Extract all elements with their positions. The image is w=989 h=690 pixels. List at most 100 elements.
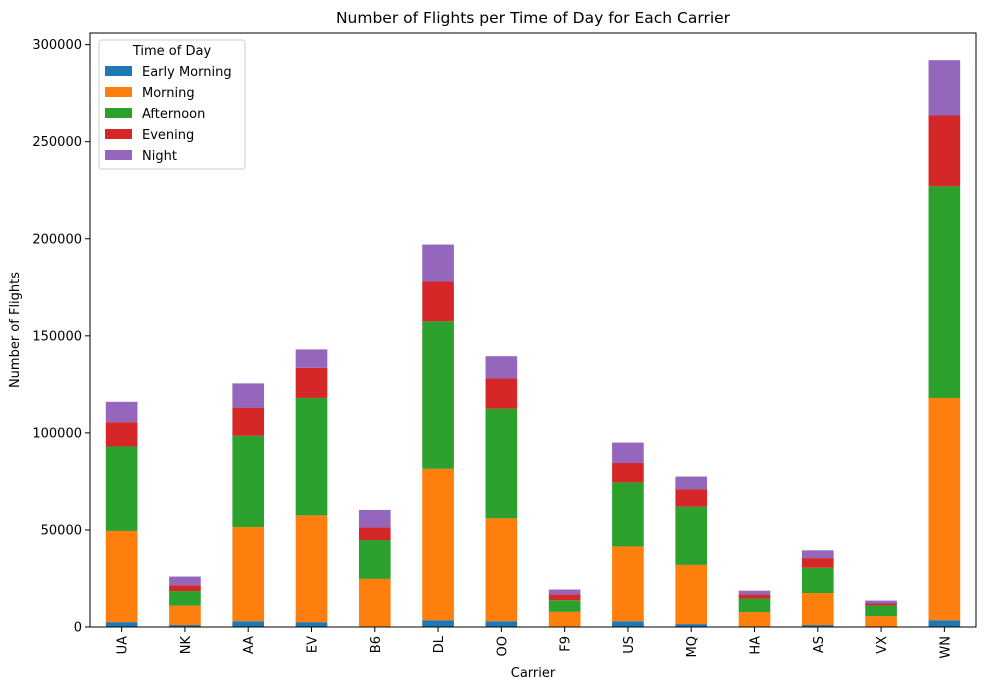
bar-segment-DL-night: [422, 244, 454, 282]
bar-segment-WN-early-morning: [928, 620, 961, 627]
bar-segment-NK-morning: [169, 605, 201, 626]
legend-label-afternoon: Afternoon: [142, 107, 205, 122]
bar-segment-US-afternoon: [612, 482, 644, 547]
bar-segment-UA-afternoon: [105, 446, 138, 531]
bar-segment-DL-morning: [422, 468, 454, 621]
plot-frame: [89, 32, 977, 628]
x-tick-label-AS: AS: [812, 636, 827, 653]
legend-title: Time of Day: [132, 44, 212, 59]
bar-segment-UA-evening: [105, 422, 138, 447]
bar-segment-VX-evening: [865, 603, 897, 606]
bar-segment-HA-night: [738, 590, 771, 595]
bar-segment-UA-morning: [105, 530, 138, 623]
bar-segment-HA-afternoon: [738, 598, 771, 613]
bar-segment-US-early-morning: [612, 621, 644, 627]
bar-segment-OO-morning: [485, 518, 518, 622]
x-tick-label-US: US: [622, 636, 637, 654]
legend-swatch-early-morning: [105, 66, 132, 76]
legend-swatch-evening: [105, 129, 132, 139]
bar-segment-WN-afternoon: [928, 186, 961, 398]
bar-segment-OO-evening: [485, 378, 518, 409]
bar-segment-US-morning: [612, 546, 644, 622]
x-tick-label-UA: UA: [116, 636, 131, 655]
y-axis: 0 50000 100000 150000 200000 250000 300000: [32, 38, 90, 636]
bar-segment-EV-afternoon: [295, 397, 328, 516]
bar-segment-HA-morning: [738, 612, 771, 627]
legend: Time of Day Early Morning Morning Afternoon…: [98, 39, 246, 170]
x-tick-label-AA: AA: [242, 636, 257, 654]
y-tick-label: 200000: [32, 232, 82, 247]
x-tick-label-WN: WN: [938, 636, 953, 659]
legend-label-morning: Morning: [142, 86, 195, 101]
y-tick-label: 150000: [32, 329, 82, 344]
x-tick-label-DL: DL: [432, 635, 447, 653]
bar-segment-EV-early-morning: [295, 622, 328, 627]
legend-swatch-afternoon: [105, 108, 132, 118]
y-tick-label: 50000: [41, 523, 82, 538]
bars-group: [105, 60, 961, 627]
bar-segment-US-night: [612, 442, 644, 463]
bar-segment-DL-early-morning: [422, 620, 454, 627]
y-tick-label: 300000: [32, 38, 82, 53]
bar-segment-B6-evening: [358, 527, 391, 541]
bar-segment-OO-afternoon: [485, 408, 518, 519]
bar-segment-MQ-evening: [675, 489, 708, 507]
bar-segment-WN-morning: [928, 397, 961, 621]
bar-segment-AA-evening: [232, 407, 265, 436]
bar-segment-B6-morning: [358, 578, 391, 627]
bar-segment-NK-night: [169, 576, 201, 586]
bar-segment-F9-evening: [548, 594, 581, 601]
bar-segment-AS-early-morning: [801, 625, 834, 627]
bar-segment-AS-afternoon: [801, 567, 834, 594]
bar-segment-AS-morning: [801, 593, 834, 626]
y-tick-label: 250000: [32, 135, 82, 150]
bar-segment-F9-night: [548, 589, 581, 595]
legend-label-evening: Evening: [142, 128, 194, 143]
legend-box: [98, 39, 246, 170]
bar-segment-F9-afternoon: [548, 600, 581, 612]
bar-segment-UA-night: [105, 401, 138, 423]
x-axis: UA NK AA EV B6 DL OO F9 US MQ HA AS VX WN: [116, 627, 953, 659]
bar-segment-OO-early-morning: [485, 621, 518, 627]
bar-segment-F9-morning: [548, 611, 581, 627]
bar-segment-AA-night: [232, 383, 265, 408]
bar-segment-AS-evening: [801, 558, 834, 568]
bar-segment-AA-early-morning: [232, 621, 265, 627]
x-tick-label-EV: EV: [306, 636, 321, 653]
bar-segment-EV-evening: [295, 367, 328, 398]
y-axis-title: Number of Flights: [8, 272, 23, 388]
bar-segment-UA-early-morning: [105, 622, 138, 627]
x-tick-label-NK: NK: [179, 636, 194, 655]
bar-segment-MQ-early-morning: [675, 624, 708, 627]
x-tick-label-VX: VX: [875, 636, 890, 654]
bar-segment-MQ-night: [675, 476, 708, 490]
bar-segment-VX-afternoon: [865, 605, 897, 617]
bar-segment-EV-night: [295, 349, 328, 368]
x-tick-label-MQ: MQ: [685, 636, 700, 657]
x-tick-label-OO: OO: [495, 636, 510, 656]
bar-segment-AA-morning: [232, 527, 265, 622]
bar-segment-NK-early-morning: [169, 625, 201, 627]
x-tick-label-B6: B6: [369, 636, 384, 653]
bar-segment-AS-night: [801, 550, 834, 559]
x-axis-title: Carrier: [511, 666, 556, 681]
y-tick-label: 100000: [32, 426, 82, 441]
bar-segment-HA-evening: [738, 594, 771, 599]
bar-segment-VX-night: [865, 600, 897, 604]
chart-title: Number of Flights per Time of Day for Ea…: [336, 9, 731, 27]
bar-segment-DL-evening: [422, 281, 454, 322]
legend-label-early-morning: Early Morning: [142, 65, 232, 80]
bar-segment-US-evening: [612, 462, 644, 483]
bar-segment-MQ-morning: [675, 564, 708, 625]
bar-segment-WN-evening: [928, 115, 961, 187]
bar-segment-NK-evening: [169, 585, 201, 592]
bar-segment-VX-morning: [865, 616, 897, 627]
legend-swatch-morning: [105, 87, 132, 97]
bar-segment-WN-night: [928, 60, 961, 116]
bar-segment-EV-morning: [295, 515, 328, 623]
x-tick-label-HA: HA: [749, 636, 764, 655]
legend-swatch-night: [105, 150, 132, 160]
bar-segment-NK-afternoon: [169, 591, 201, 606]
bar-segment-MQ-afternoon: [675, 506, 708, 565]
